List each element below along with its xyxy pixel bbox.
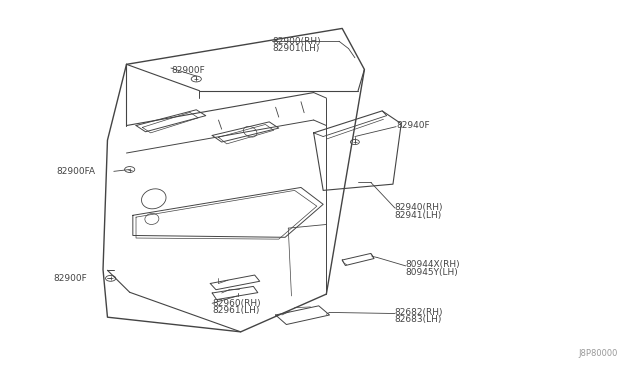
- Text: 80945Y(LH): 80945Y(LH): [406, 267, 458, 277]
- Text: 82683(LH): 82683(LH): [395, 315, 442, 324]
- Text: J8P80000: J8P80000: [579, 349, 618, 358]
- Text: 82941(LH): 82941(LH): [395, 211, 442, 220]
- Text: 82940(RH): 82940(RH): [395, 203, 444, 212]
- Text: 82961(LH): 82961(LH): [212, 306, 259, 315]
- Text: 82960(RH): 82960(RH): [212, 299, 260, 308]
- Text: 82901(LH): 82901(LH): [273, 44, 320, 53]
- Text: 82940F: 82940F: [396, 121, 429, 130]
- Text: 82900(RH): 82900(RH): [273, 37, 321, 46]
- Text: 82900F: 82900F: [171, 66, 205, 75]
- Text: 82682(RH): 82682(RH): [395, 308, 444, 317]
- Text: 82900FA: 82900FA: [57, 167, 96, 176]
- Text: 82900F: 82900F: [54, 274, 87, 283]
- Text: 80944X(RH): 80944X(RH): [406, 260, 460, 269]
